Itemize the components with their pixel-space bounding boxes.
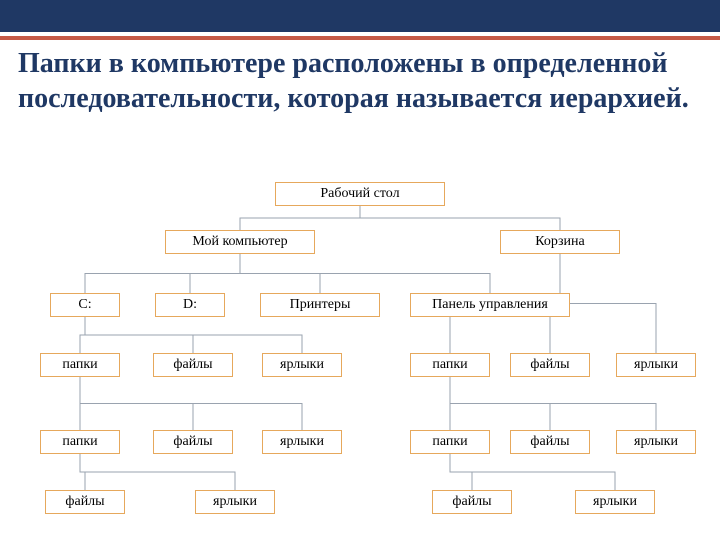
node-l4e: файлы — [510, 430, 590, 454]
top-bar — [0, 0, 720, 32]
node-l5c: файлы — [432, 490, 512, 514]
node-c: C: — [50, 293, 120, 317]
node-prn: Принтеры — [260, 293, 380, 317]
node-d: D: — [155, 293, 225, 317]
node-root: Рабочий стол — [275, 182, 445, 206]
node-l4b: файлы — [153, 430, 233, 454]
node-l3f: ярлыки — [616, 353, 696, 377]
page-title: Папки в компьютере расположены в определ… — [18, 46, 698, 116]
node-l5b: ярлыки — [195, 490, 275, 514]
node-l3d: папки — [410, 353, 490, 377]
top-stripe — [0, 36, 720, 40]
node-l4f: ярлыки — [616, 430, 696, 454]
node-trash: Корзина — [500, 230, 620, 254]
node-l4d: папки — [410, 430, 490, 454]
node-l3a: папки — [40, 353, 120, 377]
node-cpl: Панель управления — [410, 293, 570, 317]
node-mycomp: Мой компьютер — [165, 230, 315, 254]
node-l3b: файлы — [153, 353, 233, 377]
node-l4c: ярлыки — [262, 430, 342, 454]
node-l3e: файлы — [510, 353, 590, 377]
node-l5d: ярлыки — [575, 490, 655, 514]
node-l4a: папки — [40, 430, 120, 454]
node-l5a: файлы — [45, 490, 125, 514]
node-l3c: ярлыки — [262, 353, 342, 377]
